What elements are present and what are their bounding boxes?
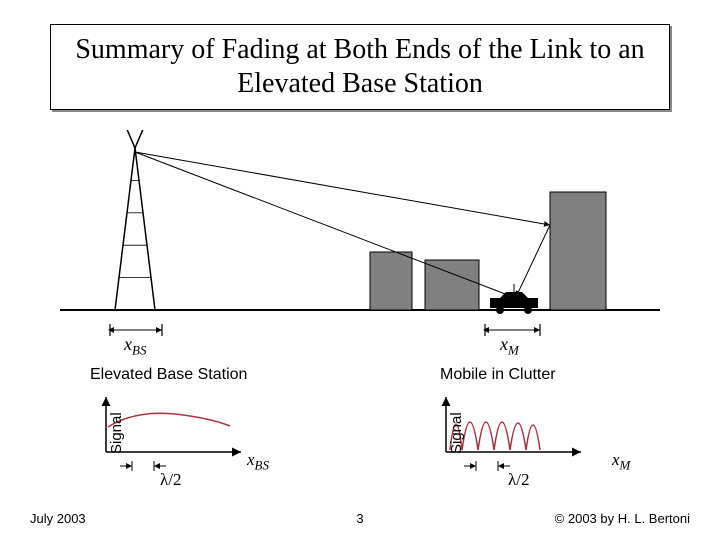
xbs-label: xBS xyxy=(124,334,146,359)
mobile-clutter-label: Mobile in Clutter xyxy=(440,366,556,384)
title-text: Summary of Fading at Both Ends of the Li… xyxy=(61,33,659,100)
slide: Summary of Fading at Both Ends of the Li… xyxy=(0,0,720,540)
xm-label: xM xyxy=(500,334,519,359)
lambda-right: λ/2 xyxy=(508,470,529,490)
xbs-chart-label: xBS xyxy=(247,450,269,473)
propagation-scene xyxy=(60,130,660,320)
signal-axis-label-left: Signal xyxy=(108,412,125,454)
scene-svg xyxy=(60,130,660,360)
signal-axis-label-right: Signal xyxy=(448,412,465,454)
xbs-text: xBS xyxy=(124,334,146,354)
xm-chart-label: xM xyxy=(612,450,630,473)
elevated-bs-label: Elevated Base Station xyxy=(90,366,247,384)
chart-left-svg xyxy=(100,392,270,492)
chart-mobile: Signal xyxy=(440,392,610,472)
xm-text: xM xyxy=(500,334,519,354)
lambda-left: λ/2 xyxy=(160,470,181,490)
chart-elevated-bs: Signal xyxy=(100,392,270,472)
footer-copyright: © 2003 by H. L. Bertoni xyxy=(555,511,690,526)
slide-title: Summary of Fading at Both Ends of the Li… xyxy=(50,24,670,110)
